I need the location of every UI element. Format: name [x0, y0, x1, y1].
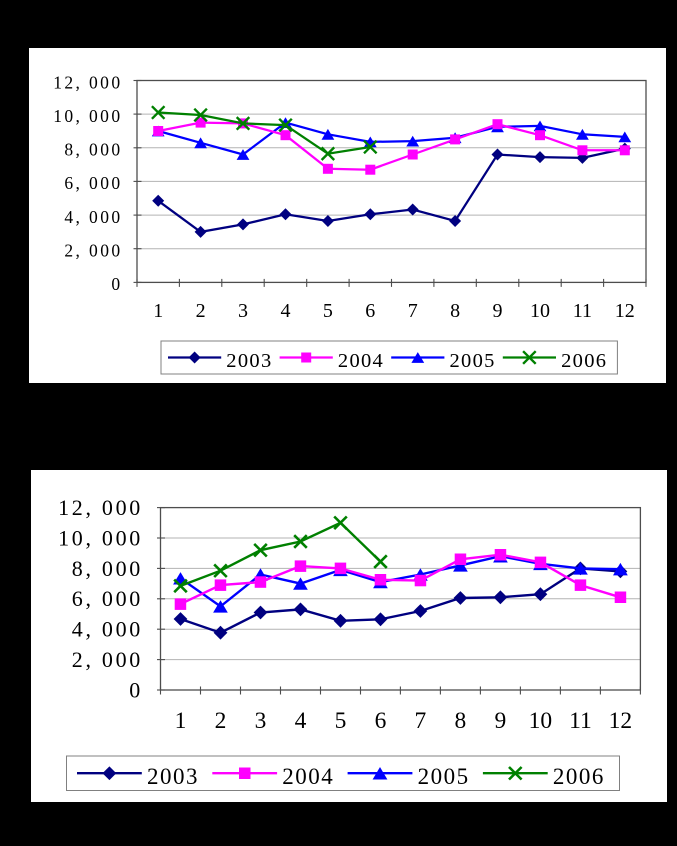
svg-text:5: 5 [323, 300, 333, 322]
svg-text:4, 000: 4, 000 [64, 207, 122, 227]
svg-text:8, 000: 8, 000 [64, 140, 122, 160]
svg-text:2, 000: 2, 000 [72, 647, 143, 672]
svg-text:8, 000: 8, 000 [72, 556, 143, 581]
svg-text:0: 0 [111, 274, 122, 294]
svg-text:2006: 2006 [561, 350, 607, 372]
svg-text:11: 11 [569, 708, 592, 734]
svg-text:6: 6 [375, 708, 387, 734]
svg-text:4: 4 [295, 708, 307, 734]
svg-text:1: 1 [175, 708, 187, 734]
svg-text:12, 000: 12, 000 [53, 72, 122, 92]
svg-text:6: 6 [365, 300, 375, 322]
svg-text:11: 11 [573, 300, 592, 322]
svg-text:10, 000: 10, 000 [53, 106, 122, 126]
svg-text:1: 1 [153, 300, 163, 322]
svg-text:10, 000: 10, 000 [58, 525, 143, 550]
svg-text:6, 000: 6, 000 [72, 586, 143, 611]
svg-text:9: 9 [495, 708, 507, 734]
svg-text:2006: 2006 [553, 764, 605, 789]
svg-text:8: 8 [450, 300, 460, 322]
svg-text:10: 10 [529, 708, 553, 734]
svg-text:12: 12 [615, 300, 635, 322]
svg-text:2004: 2004 [282, 764, 334, 789]
svg-text:3: 3 [255, 708, 267, 734]
svg-text:7: 7 [408, 300, 418, 322]
svg-text:2, 000: 2, 000 [64, 241, 122, 261]
svg-text:2005: 2005 [450, 350, 496, 372]
svg-text:2: 2 [215, 708, 227, 734]
svg-text:2: 2 [196, 300, 206, 322]
svg-text:9: 9 [493, 300, 503, 322]
svg-text:2003: 2003 [147, 764, 199, 789]
svg-text:0: 0 [129, 677, 143, 702]
svg-text:8: 8 [455, 708, 467, 734]
svg-text:4: 4 [281, 300, 291, 322]
svg-text:2004: 2004 [338, 350, 384, 372]
svg-text:12, 000: 12, 000 [58, 495, 143, 520]
svg-text:6, 000: 6, 000 [64, 173, 122, 193]
svg-text:7: 7 [415, 708, 427, 734]
svg-text:4, 000: 4, 000 [72, 617, 143, 642]
svg-text:12: 12 [609, 708, 633, 734]
svg-text:3: 3 [238, 300, 248, 322]
svg-text:5: 5 [335, 708, 347, 734]
svg-text:2003: 2003 [226, 350, 272, 372]
svg-text:10: 10 [530, 300, 550, 322]
svg-text:2005: 2005 [418, 764, 470, 789]
